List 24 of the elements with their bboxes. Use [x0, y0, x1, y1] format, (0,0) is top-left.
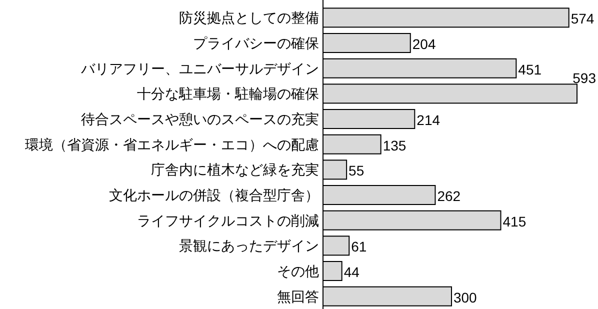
data-label: 415: [502, 213, 526, 230]
y-tick-label: 防災拠点としての整備: [179, 10, 319, 26]
y-tick-label: 庁舎内に植木など緑を充実: [151, 162, 319, 178]
y-tick-label: 文化ホールの併設（複合型庁舎）: [109, 187, 319, 203]
y-tick-label: バリアフリー、ユニバーサルデザイン: [80, 60, 319, 76]
data-label: 55: [348, 162, 364, 179]
y-tick-label: 無回答: [277, 288, 319, 304]
data-label: 135: [382, 137, 406, 154]
data-label: 262: [437, 188, 461, 204]
y-tick-label: 景観にあったデザイン: [179, 238, 319, 254]
data-label: 44: [344, 264, 360, 280]
y-tick-label: 環境（省資源・省エネルギー・エコ）への配慮: [25, 136, 319, 152]
y-tick-label: 十分な駐車場・駐輪場の確保: [137, 86, 319, 102]
y-tick-label: その他: [277, 263, 319, 279]
data-label: 214: [416, 112, 440, 128]
y-tick-label: ライフサイクルコストの削減: [137, 212, 319, 228]
data-label: 451: [518, 61, 542, 78]
data-label: 300: [454, 289, 478, 306]
data-label: 204: [412, 36, 436, 52]
y-tick-label: プライバシーの確保: [193, 35, 319, 51]
data-label: 574: [570, 10, 594, 27]
data-label: 593: [572, 70, 596, 86]
data-label: 61: [351, 238, 367, 255]
y-tick-label: 待合スペースや憩いのスペースの充実: [81, 111, 319, 127]
